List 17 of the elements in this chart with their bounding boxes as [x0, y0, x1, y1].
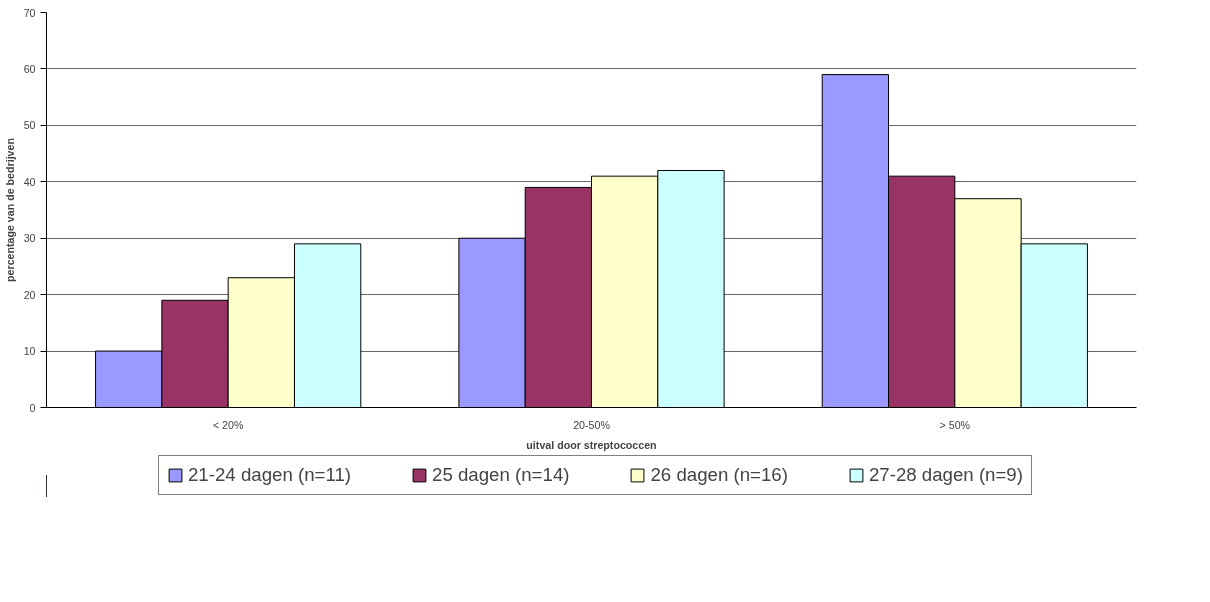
y-tick-label: 10 — [23, 345, 36, 358]
y-tick-label: 20 — [23, 288, 36, 301]
y-tick-label: 70 — [23, 6, 36, 19]
y-tick-label: 50 — [23, 119, 36, 132]
legend-label: 27-28 dagen (n=9) — [868, 464, 1023, 486]
legend-label: 26 dagen (n=16) — [650, 464, 788, 486]
legend-label: 25 dagen (n=14) — [432, 464, 570, 486]
legend-label: 21-24 dagen (n=11) — [187, 464, 352, 486]
y-tick-label: 0 — [29, 401, 36, 414]
x-axis-title: uitval door streptococcen — [526, 438, 657, 451]
y-tick-label: 30 — [23, 232, 36, 245]
y-tick-label: 40 — [23, 175, 36, 188]
x-tick-label: > 50% — [939, 418, 971, 431]
y-tick-label: 60 — [23, 62, 36, 75]
x-tick-label: 20-50% — [573, 418, 611, 431]
y-axis-title: percentage van de bedrijven — [3, 138, 16, 282]
x-tick-label: < 20% — [212, 418, 244, 431]
